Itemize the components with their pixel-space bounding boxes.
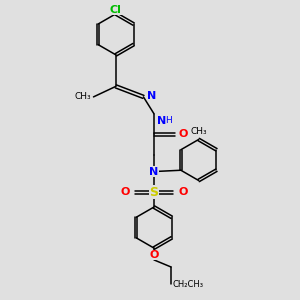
Text: CH₃: CH₃ [190, 127, 207, 136]
Text: Cl: Cl [110, 5, 122, 15]
Text: S: S [149, 186, 158, 199]
Text: N: N [149, 167, 159, 177]
Text: CH₃: CH₃ [75, 92, 92, 101]
Text: O: O [149, 250, 159, 260]
Text: O: O [178, 187, 188, 197]
Text: O: O [178, 129, 188, 139]
Text: CH₂CH₃: CH₂CH₃ [172, 280, 203, 289]
Text: N: N [147, 92, 157, 101]
Text: O: O [120, 187, 130, 197]
Text: N: N [157, 116, 166, 126]
Text: H: H [166, 116, 172, 125]
